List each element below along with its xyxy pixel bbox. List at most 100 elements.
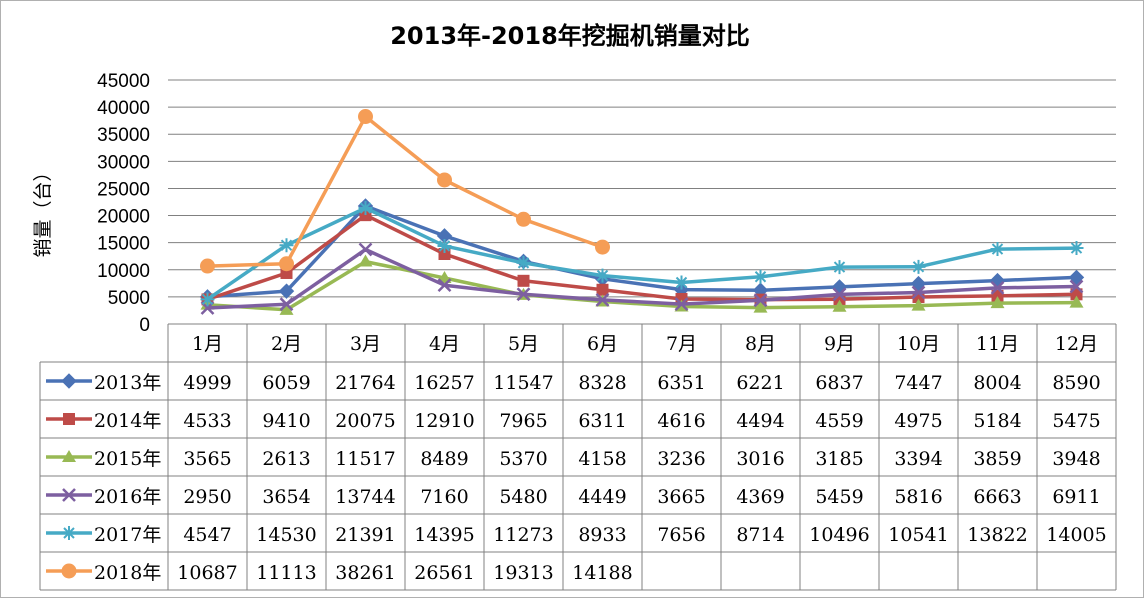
- legend-key: [46, 373, 92, 389]
- legend-marker: [61, 563, 77, 579]
- series-line: [207, 204, 1077, 299]
- legend-marker: [62, 450, 76, 462]
- data-point: [1069, 279, 1084, 294]
- data-label: 3016: [736, 448, 784, 470]
- data-point: [200, 292, 215, 307]
- data-label: 14188: [572, 562, 632, 584]
- legend-key: [46, 488, 92, 502]
- data-label: 3236: [657, 448, 705, 470]
- data-point: [358, 201, 373, 216]
- data-point: [595, 268, 610, 283]
- series-line: [207, 259, 1077, 312]
- data-point: [200, 258, 215, 274]
- legend-label: 2016年: [94, 486, 161, 508]
- data-point: [674, 297, 689, 312]
- data-label: 4449: [578, 486, 626, 508]
- data-label: 6221: [736, 372, 784, 394]
- data-label: 7160: [420, 486, 468, 508]
- data-label: 5370: [499, 448, 547, 470]
- y-axis-title: 销量（台）: [32, 162, 54, 257]
- category-label: 6月: [587, 333, 618, 355]
- legend-label: 2013年: [94, 372, 161, 394]
- category-label: 1月: [192, 333, 223, 355]
- series-2018年: [200, 109, 610, 274]
- data-point: [595, 239, 610, 255]
- data-label: 7447: [894, 372, 942, 394]
- data-label: 4158: [578, 448, 626, 470]
- data-label: 38261: [335, 562, 395, 584]
- chart-title: 2013年-2018年挖掘机销量对比: [390, 22, 750, 50]
- data-label: 6351: [657, 372, 705, 394]
- data-point: [753, 269, 768, 284]
- data-point: [1070, 288, 1083, 301]
- y-tick-label: 15000: [97, 234, 150, 255]
- y-tick-label: 30000: [97, 152, 150, 173]
- data-point: [358, 242, 373, 257]
- data-label: 7656: [657, 524, 705, 546]
- data-label: 26561: [414, 562, 474, 584]
- data-label: 8004: [973, 372, 1021, 394]
- y-tick-label: 40000: [97, 98, 150, 119]
- category-label: 9月: [824, 333, 855, 355]
- legend-label: 2015年: [94, 448, 161, 470]
- data-point: [517, 274, 530, 287]
- data-label: 21391: [335, 524, 395, 546]
- legend-key: [46, 563, 92, 579]
- data-label: 4494: [736, 410, 784, 432]
- series-line: [206, 206, 1077, 301]
- data-label: 6837: [815, 372, 863, 394]
- data-label: 3394: [894, 448, 942, 470]
- data-label: 3665: [657, 486, 705, 508]
- data-label: 13822: [967, 524, 1027, 546]
- data-point: [595, 292, 610, 307]
- data-label: 11547: [493, 372, 553, 394]
- data-point: [437, 238, 452, 253]
- data-point: [990, 280, 1005, 295]
- data-point: [832, 299, 847, 312]
- data-label: 4547: [183, 524, 231, 546]
- data-label: 7965: [499, 410, 547, 432]
- data-label: 8489: [420, 448, 468, 470]
- series-2017年: [200, 201, 1084, 307]
- data-label: 8590: [1052, 372, 1100, 394]
- data-point: [674, 275, 689, 290]
- y-tick-label: 0: [139, 315, 150, 336]
- category-label: 8月: [745, 333, 776, 355]
- data-point: [832, 287, 847, 302]
- series-line: [206, 213, 1077, 302]
- data-label: 6663: [973, 486, 1021, 508]
- data-label: 3654: [262, 486, 310, 508]
- data-point: [279, 256, 294, 272]
- legend-key: [46, 526, 92, 540]
- data-label: 5459: [815, 486, 863, 508]
- data-label: 11517: [335, 448, 395, 470]
- data-label: 5475: [1052, 410, 1100, 432]
- data-label: 5184: [973, 410, 1021, 432]
- data-point: [990, 242, 1005, 257]
- legend-marker: [63, 413, 75, 425]
- data-label: 4975: [894, 410, 942, 432]
- data-label: 2950: [183, 486, 231, 508]
- data-point: [279, 297, 294, 312]
- data-point: [911, 285, 926, 300]
- data-label: 6911: [1052, 486, 1100, 508]
- data-table: 1月 2月 3月 4月 5月 6月 7月 8月 9月 10月 11月 12月 2013年 4999 6059…: [39, 324, 1117, 591]
- legend-marker: [61, 373, 77, 389]
- data-label: 4616: [657, 410, 705, 432]
- data-label: 10541: [888, 524, 948, 546]
- legend-label: 2014年: [94, 410, 161, 432]
- data-point: [1068, 269, 1085, 286]
- data-point: [596, 283, 609, 296]
- data-label: 20075: [335, 410, 395, 432]
- category-label: 4月: [429, 333, 460, 355]
- category-label: 5月: [508, 333, 539, 355]
- data-label: 8328: [578, 372, 626, 394]
- data-label: 3565: [183, 448, 231, 470]
- category-label: 12月: [1055, 333, 1098, 355]
- series-line: [207, 114, 604, 268]
- y-tick-label: 45000: [97, 71, 150, 92]
- data-point: [990, 296, 1005, 309]
- data-label: 16257: [414, 372, 474, 394]
- data-point: [358, 109, 373, 125]
- category-label: 7月: [666, 333, 697, 355]
